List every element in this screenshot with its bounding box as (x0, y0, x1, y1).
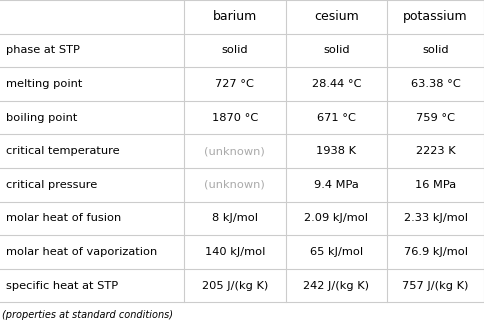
Text: barium: barium (212, 10, 257, 23)
Text: 28.44 °C: 28.44 °C (312, 79, 361, 89)
Text: 76.9 kJ/mol: 76.9 kJ/mol (404, 247, 468, 257)
Text: 8 kJ/mol: 8 kJ/mol (212, 214, 258, 223)
Text: melting point: melting point (6, 79, 82, 89)
Text: molar heat of vaporization: molar heat of vaporization (6, 247, 157, 257)
Text: solid: solid (422, 45, 449, 55)
Text: potassium: potassium (403, 10, 468, 23)
Text: 1938 K: 1938 K (317, 146, 356, 156)
Text: 205 J/(kg K): 205 J/(kg K) (202, 281, 268, 291)
Text: 9.4 MPa: 9.4 MPa (314, 180, 359, 190)
Text: 242 J/(kg K): 242 J/(kg K) (303, 281, 369, 291)
Text: cesium: cesium (314, 10, 359, 23)
Text: 65 kJ/mol: 65 kJ/mol (310, 247, 363, 257)
Text: solid: solid (323, 45, 350, 55)
Text: 16 MPa: 16 MPa (415, 180, 456, 190)
Text: 140 kJ/mol: 140 kJ/mol (205, 247, 265, 257)
Text: 2.09 kJ/mol: 2.09 kJ/mol (304, 214, 368, 223)
Text: 671 °C: 671 °C (317, 112, 356, 123)
Text: (unknown): (unknown) (204, 180, 265, 190)
Text: boiling point: boiling point (6, 112, 77, 123)
Text: (unknown): (unknown) (204, 146, 265, 156)
Text: specific heat at STP: specific heat at STP (6, 281, 118, 291)
Text: molar heat of fusion: molar heat of fusion (6, 214, 121, 223)
Text: 759 °C: 759 °C (416, 112, 455, 123)
Text: 63.38 °C: 63.38 °C (411, 79, 460, 89)
Text: (properties at standard conditions): (properties at standard conditions) (2, 310, 173, 320)
Text: 1870 °C: 1870 °C (212, 112, 258, 123)
Text: 2.33 kJ/mol: 2.33 kJ/mol (404, 214, 468, 223)
Text: phase at STP: phase at STP (6, 45, 80, 55)
Text: 757 J/(kg K): 757 J/(kg K) (402, 281, 469, 291)
Text: critical temperature: critical temperature (6, 146, 120, 156)
Text: solid: solid (221, 45, 248, 55)
Text: 2223 K: 2223 K (416, 146, 455, 156)
Text: 727 °C: 727 °C (215, 79, 254, 89)
Text: critical pressure: critical pressure (6, 180, 97, 190)
